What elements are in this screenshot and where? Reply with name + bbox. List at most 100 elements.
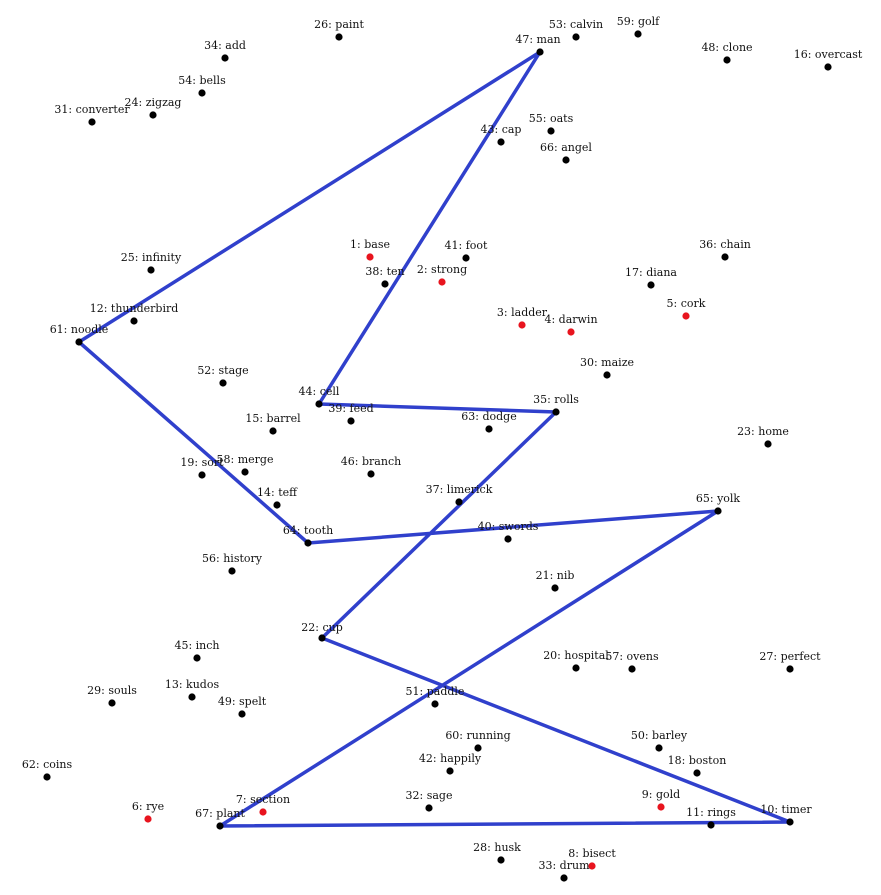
point-marker-46 bbox=[367, 470, 375, 478]
point-label-49: 49: spelt bbox=[218, 695, 267, 708]
point-label-24: 24: zigzag bbox=[125, 96, 182, 109]
point-label-42: 42: happily bbox=[419, 752, 482, 765]
point-marker-15 bbox=[269, 427, 277, 435]
point-2: 2: strong bbox=[417, 263, 467, 286]
point-1: 1: base bbox=[350, 238, 390, 261]
point-34: 34: add bbox=[204, 39, 246, 62]
point-45: 45: inch bbox=[174, 639, 220, 662]
point-marker-25 bbox=[147, 266, 155, 274]
point-31: 31: converter bbox=[54, 103, 130, 126]
point-label-60: 60: running bbox=[445, 729, 510, 742]
point-label-18: 18: boston bbox=[668, 754, 727, 767]
point-15: 15: barrel bbox=[245, 412, 301, 435]
point-19: 19: sort bbox=[180, 456, 224, 479]
point-53: 53: calvin bbox=[549, 18, 603, 41]
point-label-31: 31: converter bbox=[54, 103, 130, 116]
point-58: 58: merge bbox=[217, 453, 273, 476]
point-marker-64 bbox=[304, 539, 312, 547]
point-18: 18: boston bbox=[668, 754, 727, 777]
point-label-45: 45: inch bbox=[174, 639, 219, 652]
point-label-19: 19: sort bbox=[180, 456, 224, 469]
point-marker-54 bbox=[198, 89, 206, 97]
point-marker-52 bbox=[219, 379, 227, 387]
point-label-35: 35: rolls bbox=[533, 393, 579, 406]
point-30: 30: maize bbox=[580, 356, 634, 379]
point-label-61: 61: noodle bbox=[50, 323, 109, 336]
point-7: 7: section bbox=[236, 793, 290, 816]
point-marker-39 bbox=[347, 417, 355, 425]
point-label-23: 23: home bbox=[737, 425, 789, 438]
point-11: 11: rings bbox=[686, 806, 736, 829]
point-65: 65: yolk bbox=[696, 492, 740, 515]
point-marker-4 bbox=[567, 328, 575, 336]
point-56: 56: history bbox=[202, 552, 263, 575]
point-label-14: 14: teff bbox=[257, 486, 298, 499]
point-label-57: 57: ovens bbox=[605, 650, 659, 663]
point-label-10: 10: timer bbox=[760, 803, 812, 816]
point-label-47: 47: man bbox=[515, 33, 560, 46]
point-label-9: 9: gold bbox=[642, 788, 680, 801]
point-label-13: 13: kudos bbox=[165, 678, 220, 691]
point-32: 32: sage bbox=[406, 789, 452, 812]
point-marker-51 bbox=[431, 700, 439, 708]
point-marker-28 bbox=[497, 856, 505, 864]
point-marker-59 bbox=[634, 30, 642, 38]
point-label-21: 21: nib bbox=[536, 569, 575, 582]
point-label-56: 56: history bbox=[202, 552, 263, 565]
point-marker-7 bbox=[259, 808, 267, 816]
point-marker-56 bbox=[228, 567, 236, 575]
point-label-48: 48: clone bbox=[701, 41, 752, 54]
point-marker-58 bbox=[241, 468, 249, 476]
point-label-2: 2: strong bbox=[417, 263, 467, 276]
point-marker-29 bbox=[108, 699, 116, 707]
point-marker-37 bbox=[455, 498, 463, 506]
point-label-55: 55: oats bbox=[529, 112, 574, 125]
point-64: 64: tooth bbox=[283, 524, 333, 547]
point-marker-50 bbox=[655, 744, 663, 752]
point-5: 5: cork bbox=[667, 297, 706, 320]
point-55: 55: oats bbox=[529, 112, 574, 135]
point-marker-49 bbox=[238, 710, 246, 718]
point-marker-1 bbox=[366, 253, 374, 261]
point-63: 63: dodge bbox=[461, 410, 517, 433]
route-path bbox=[77, 50, 792, 828]
point-label-37: 37: limerick bbox=[426, 483, 493, 496]
point-51: 51: paddle bbox=[406, 685, 464, 708]
point-label-36: 36: chain bbox=[699, 238, 751, 251]
point-label-26: 26: paint bbox=[314, 18, 364, 31]
point-54: 54: bells bbox=[178, 74, 226, 97]
point-57: 57: ovens bbox=[605, 650, 659, 673]
point-marker-24 bbox=[149, 111, 157, 119]
point-label-33: 33: drum bbox=[538, 859, 590, 872]
point-46: 46: branch bbox=[341, 455, 401, 478]
point-49: 49: spelt bbox=[218, 695, 267, 718]
point-marker-14 bbox=[273, 501, 281, 509]
point-label-53: 53: calvin bbox=[549, 18, 603, 31]
point-41: 41: foot bbox=[445, 239, 488, 262]
point-marker-63 bbox=[485, 425, 493, 433]
point-37: 37: limerick bbox=[426, 483, 493, 506]
point-label-16: 16: overcast bbox=[794, 48, 863, 61]
point-label-62: 62: coins bbox=[22, 758, 73, 771]
point-label-5: 5: cork bbox=[667, 297, 706, 310]
point-label-59: 59: golf bbox=[617, 15, 660, 28]
point-66: 66: angel bbox=[540, 141, 592, 164]
point-marker-62 bbox=[43, 773, 51, 781]
point-48: 48: clone bbox=[701, 41, 753, 64]
point-25: 25: infinity bbox=[121, 251, 182, 274]
point-marker-48 bbox=[723, 56, 731, 64]
point-35: 35: rolls bbox=[533, 393, 579, 416]
point-20: 20: hospital bbox=[543, 649, 609, 672]
point-marker-53 bbox=[572, 33, 580, 41]
point-label-25: 25: infinity bbox=[121, 251, 182, 264]
point-label-20: 20: hospital bbox=[543, 649, 609, 662]
point-47: 47: man bbox=[515, 33, 561, 56]
point-59: 59: golf bbox=[617, 15, 660, 38]
point-label-50: 50: barley bbox=[631, 729, 688, 742]
point-12: 12: thunderbird bbox=[90, 302, 178, 325]
point-marker-17 bbox=[647, 281, 655, 289]
point-label-54: 54: bells bbox=[178, 74, 226, 87]
point-marker-60 bbox=[474, 744, 482, 752]
point-28: 28: husk bbox=[473, 841, 521, 864]
point-label-34: 34: add bbox=[204, 39, 246, 52]
